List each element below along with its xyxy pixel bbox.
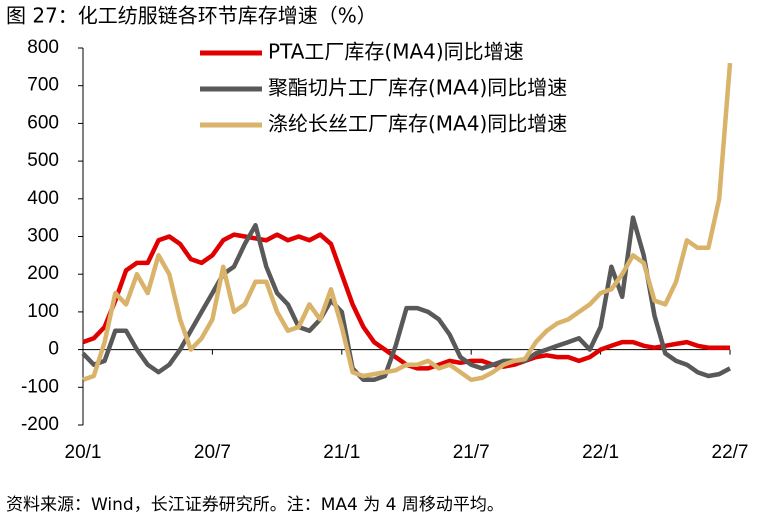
series-line <box>82 62 733 383</box>
x-tick-label: 20/1 <box>65 442 102 463</box>
y-tick-label: 300 <box>27 226 59 247</box>
y-tick-label: 500 <box>27 150 59 171</box>
chart-title: 图 27：化工纺服链各环节库存增速（%） <box>6 4 377 28</box>
x-tick-label: 21/1 <box>323 442 360 463</box>
legend-label: 涤纶长丝工厂库存(MA4)同比增速 <box>268 112 567 136</box>
x-tick-label: 20/7 <box>194 442 231 463</box>
x-tick-label: 21/7 <box>453 442 490 463</box>
y-tick-label: 200 <box>27 263 59 284</box>
y-tick-label: 700 <box>27 75 59 96</box>
y-tick-label: 0 <box>48 339 59 360</box>
y-tick-label: 800 <box>27 37 59 58</box>
legend-label: PTA工厂库存(MA4)同比增速 <box>268 40 524 64</box>
y-tick-label: -100 <box>21 376 59 397</box>
y-tick-label: 600 <box>27 112 59 133</box>
series-line <box>81 215 732 383</box>
source-note: 资料来源：Wind，长江证券研究所。注：MA4 为 4 周移动平均。 <box>6 495 504 515</box>
y-tick-label: -200 <box>21 414 59 435</box>
y-tick-label: 100 <box>27 301 59 322</box>
y-tick-label: 400 <box>27 188 59 209</box>
legend-label: 聚酯切片工厂库存(MA4)同比增速 <box>268 76 567 100</box>
x-tick-label: 22/1 <box>582 442 619 463</box>
x-tick-label: 22/7 <box>712 442 749 463</box>
